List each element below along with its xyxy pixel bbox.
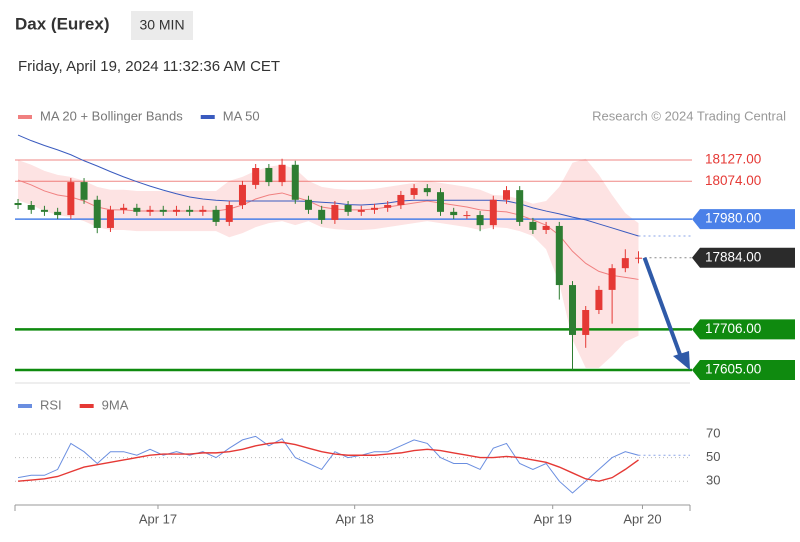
level-label: 17605.00	[705, 362, 761, 377]
candle-body	[450, 211, 458, 216]
candle-body	[370, 207, 378, 210]
candle-body	[410, 188, 418, 195]
rsi-tick-label: 50	[706, 449, 720, 464]
level-label-box	[692, 247, 795, 268]
rsi-legend-label: 9MA	[102, 397, 129, 412]
level-label-box	[692, 319, 795, 340]
forecast-arrowhead	[673, 350, 690, 370]
level-label-box	[692, 359, 795, 380]
candle-body	[225, 205, 233, 222]
candle-body	[555, 225, 563, 286]
level-label: 17884.00	[705, 249, 761, 264]
candle-body	[331, 205, 339, 220]
forecast-arrow	[642, 257, 684, 361]
candle-body	[529, 221, 537, 230]
candle-body	[199, 209, 207, 212]
candle-body	[436, 192, 444, 212]
subtitle: Friday, April 19, 2024 11:32:36 AM CET	[18, 58, 280, 75]
candle-body	[463, 215, 471, 217]
candle-body	[14, 203, 22, 206]
level-label: 18074.00	[705, 173, 761, 188]
ma-line	[17, 134, 639, 237]
candle-body	[384, 205, 392, 208]
level-label: 17706.00	[705, 321, 761, 336]
candle-body	[27, 205, 35, 210]
candle-body	[397, 194, 405, 206]
candle-body	[489, 199, 497, 226]
legend-label: MA 20 + Bollinger Bands	[40, 108, 183, 123]
candle-body	[252, 168, 260, 185]
rsi-legend-label: RSI	[40, 397, 62, 412]
candle-body	[502, 190, 510, 200]
candle-body	[265, 168, 273, 183]
candle-body	[80, 182, 88, 200]
candle-body	[582, 310, 590, 335]
candle-body	[635, 257, 643, 259]
rsi-line	[17, 435, 639, 494]
interval-badge	[131, 11, 193, 40]
legend-label: MA 50	[223, 108, 260, 123]
candle-body	[238, 184, 246, 206]
candle-body	[542, 225, 550, 230]
candle-body	[516, 190, 524, 222]
level-label: 18127.00	[705, 152, 761, 167]
candle-body	[40, 209, 48, 212]
x-tick-label: Apr 18	[336, 511, 374, 526]
candle-body	[67, 182, 75, 216]
candle-body	[291, 164, 299, 200]
candle-body	[608, 268, 616, 290]
rsi-tick-label: 70	[706, 425, 720, 440]
x-tick-label: Apr 17	[139, 511, 177, 526]
candle-body	[159, 209, 167, 212]
credit: Research © 2024 Trading Central	[592, 108, 786, 123]
candle-body	[54, 211, 62, 216]
rsi-line	[17, 441, 639, 482]
candle-body	[357, 209, 365, 212]
candle-body	[146, 209, 154, 212]
bollinger-band	[18, 158, 639, 368]
candle-body	[304, 199, 312, 210]
ma-line	[17, 179, 639, 280]
x-tick-label: Apr 20	[623, 511, 661, 526]
chart-title: Dax (Eurex)	[15, 14, 109, 33]
rsi-tick-label: 30	[706, 473, 720, 488]
candle-body	[106, 209, 114, 228]
candle-body	[318, 209, 326, 220]
candle-body	[278, 164, 286, 183]
level-label-box	[692, 209, 795, 230]
candle-body	[133, 207, 141, 212]
candle-body	[423, 188, 431, 193]
candle-body	[212, 209, 220, 222]
candle-body	[120, 207, 128, 210]
candle-body	[93, 199, 101, 228]
candle-body	[621, 258, 629, 269]
candle-body	[186, 209, 194, 212]
x-tick-label: Apr 19	[534, 511, 572, 526]
candle-body	[172, 209, 180, 212]
interval: 30 MIN	[139, 17, 184, 33]
candle-body	[476, 215, 484, 226]
candle-body	[569, 285, 577, 335]
candle-body	[344, 205, 352, 212]
candle-body	[595, 289, 603, 311]
level-label: 17980.00	[705, 211, 761, 226]
